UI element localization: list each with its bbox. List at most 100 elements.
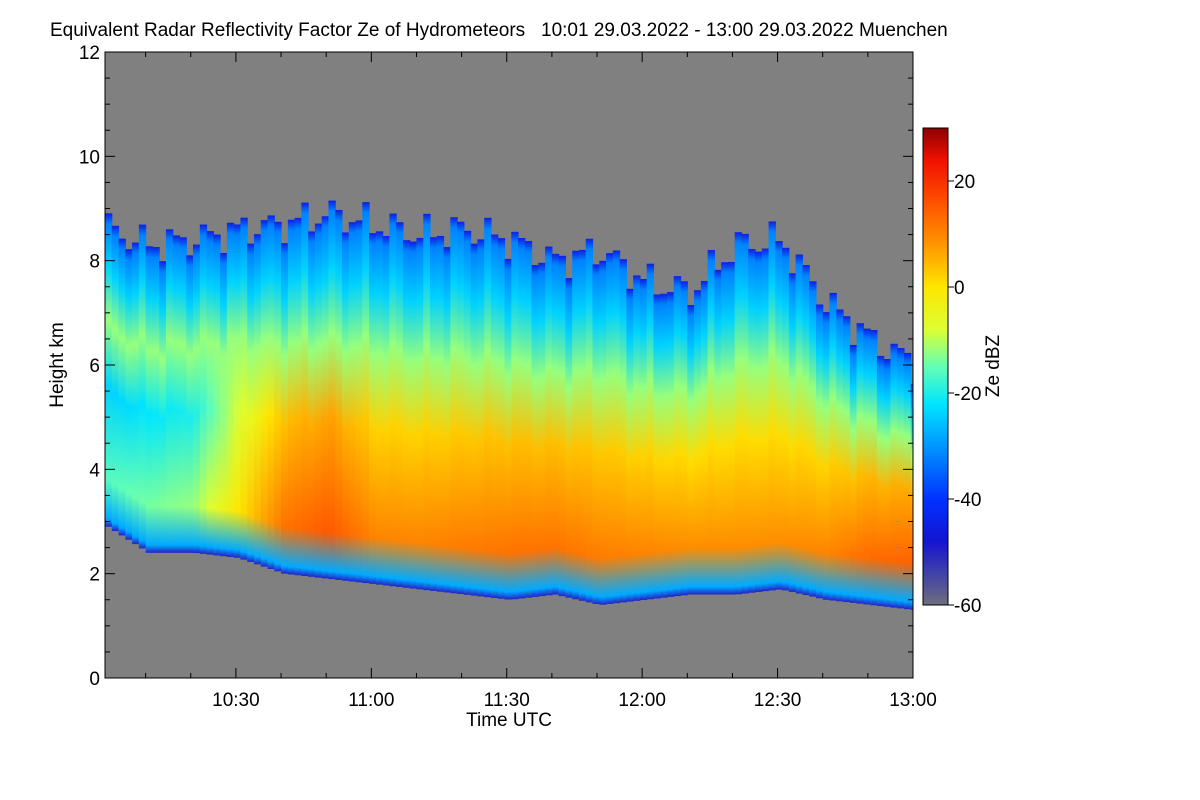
heatmap-column xyxy=(159,261,167,553)
heatmap-column xyxy=(883,359,892,607)
y-tick-label: 2 xyxy=(89,565,100,586)
heatmap-column xyxy=(389,213,397,587)
heatmap-column xyxy=(646,263,655,600)
heatmap-column xyxy=(314,223,323,578)
heatmap-column xyxy=(836,309,844,602)
x-tick-label: 10:30 xyxy=(212,690,260,711)
x-tick-label: 11:30 xyxy=(484,690,530,711)
heatmap-column xyxy=(815,304,824,599)
heatmap-column xyxy=(443,247,451,593)
heatmap-column xyxy=(660,293,668,598)
heatmap-column xyxy=(287,219,296,575)
heatmap-column xyxy=(680,281,688,596)
heatmap-column xyxy=(612,250,621,604)
heatmap-column xyxy=(504,258,512,600)
heatmap-column xyxy=(328,200,336,580)
heatmap-column xyxy=(829,292,837,601)
heatmap-column xyxy=(565,278,573,598)
heatmap-column xyxy=(910,383,913,610)
heatmap-column xyxy=(402,240,411,588)
heatmap-column xyxy=(125,249,133,540)
heatmap-column xyxy=(653,294,661,599)
heatmap-column xyxy=(348,222,357,582)
colorbar-ticks: -60 -40 -20 0 20 xyxy=(948,172,981,617)
heatmap-column xyxy=(558,255,567,597)
heatmap-column xyxy=(253,234,262,565)
heatmap-column xyxy=(822,312,831,600)
heatmap-column xyxy=(409,241,418,589)
x-axis: 10:30 11:00 11:30 12:00 12:30 13:00 xyxy=(145,52,937,711)
colorbar-label: Ze dBZ xyxy=(983,334,1004,397)
heatmap-column xyxy=(105,213,113,527)
heatmap-column xyxy=(619,259,627,603)
colorbar-tick-label: 0 xyxy=(954,278,965,299)
heatmap-column xyxy=(375,231,384,585)
heatmap-column xyxy=(633,275,641,601)
y-tick-label: 6 xyxy=(89,356,100,377)
heatmap-column xyxy=(497,238,506,599)
y-axis: 0 2 4 6 8 10 12 xyxy=(79,43,913,690)
heatmap-column xyxy=(741,233,749,594)
colorbar-tick-label: 20 xyxy=(954,172,975,193)
x-tick-label: 12:30 xyxy=(754,690,802,711)
heatmap-column xyxy=(450,217,458,594)
heatmap-column xyxy=(626,288,634,602)
heatmap-column xyxy=(694,290,702,595)
heatmap-column xyxy=(436,235,445,592)
heatmap-column xyxy=(511,231,519,600)
heatmap-column xyxy=(206,231,214,555)
heatmap-column xyxy=(775,241,783,590)
x-tick-label: 11:00 xyxy=(348,690,394,711)
heatmap-column xyxy=(369,233,377,584)
heatmap-column xyxy=(734,232,743,595)
heatmap-column xyxy=(274,221,282,572)
heatmap-column xyxy=(809,281,817,597)
heatmap-column xyxy=(890,343,898,608)
heatmap-column xyxy=(782,247,790,591)
heatmap-column xyxy=(213,234,221,556)
heatmap-column xyxy=(152,247,160,553)
heatmap-column xyxy=(700,280,709,595)
heatmap-column xyxy=(247,243,255,562)
heatmap-column xyxy=(240,217,248,560)
heatmap-column xyxy=(903,352,912,610)
heatmap-column xyxy=(518,237,526,599)
heatmap-column xyxy=(463,230,472,595)
heatmap-column xyxy=(220,252,228,557)
heatmap-column xyxy=(585,238,594,603)
heatmap-column xyxy=(768,221,776,591)
heatmap-column xyxy=(802,265,810,596)
heatmap-column xyxy=(863,328,871,605)
heatmap-column xyxy=(761,248,770,592)
y-axis-label: Height km xyxy=(47,322,68,408)
y-tick-label: 12 xyxy=(79,43,100,64)
heatmap-column xyxy=(355,220,363,583)
heatmap-column xyxy=(673,276,682,597)
heatmap-column xyxy=(382,236,390,586)
heatmap-column xyxy=(294,217,302,576)
heatmap-column xyxy=(132,242,140,545)
heatmap-column xyxy=(199,224,208,554)
heatmap-column xyxy=(233,224,242,558)
heatmap-column xyxy=(748,249,756,593)
heatmap-column xyxy=(186,255,194,553)
heatmap-column xyxy=(341,232,350,581)
heatmap-column xyxy=(111,225,120,532)
page-title: Equivalent Radar Reflectivity Factor Ze … xyxy=(50,20,948,41)
colorbar-tick-label: -40 xyxy=(954,490,981,511)
heatmap-column xyxy=(470,243,479,596)
x-tick-label: 13:00 xyxy=(889,690,937,711)
heatmap-column xyxy=(396,222,404,587)
heatmap-column xyxy=(321,216,330,579)
heatmap-column xyxy=(876,355,885,607)
heatmap-column xyxy=(538,262,546,597)
heatmap-column xyxy=(226,222,235,557)
heatmap-column xyxy=(524,241,533,598)
heatmap-column xyxy=(362,202,370,584)
heatmap-column xyxy=(843,316,851,603)
y-tick-label: 4 xyxy=(89,460,100,481)
heatmap-column xyxy=(606,253,614,604)
heatmap-column xyxy=(165,229,174,553)
heatmap-column xyxy=(870,330,878,606)
